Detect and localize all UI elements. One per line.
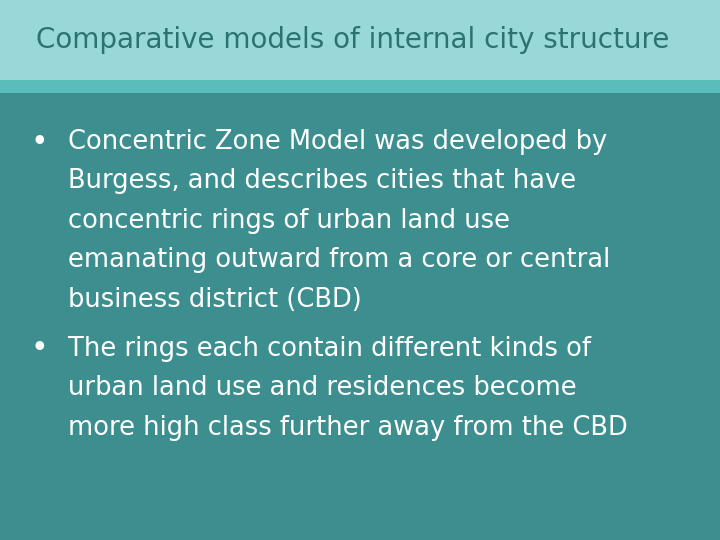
- Text: emanating outward from a core or central: emanating outward from a core or central: [68, 247, 611, 273]
- Bar: [0, 80, 720, 93]
- Text: business district (CBD): business district (CBD): [68, 287, 362, 313]
- Text: Concentric Zone Model was developed by: Concentric Zone Model was developed by: [68, 129, 608, 155]
- Text: The rings each contain different kinds of: The rings each contain different kinds o…: [68, 336, 591, 362]
- Text: urban land use and residences become: urban land use and residences become: [68, 375, 577, 401]
- Text: more high class further away from the CBD: more high class further away from the CB…: [68, 415, 628, 441]
- Text: Comparative models of internal city structure: Comparative models of internal city stru…: [36, 26, 670, 54]
- Text: concentric rings of urban land use: concentric rings of urban land use: [68, 208, 510, 234]
- Text: •: •: [31, 334, 48, 363]
- Text: •: •: [31, 127, 48, 157]
- Bar: [0, 0, 720, 80]
- Text: Burgess, and describes cities that have: Burgess, and describes cities that have: [68, 168, 577, 194]
